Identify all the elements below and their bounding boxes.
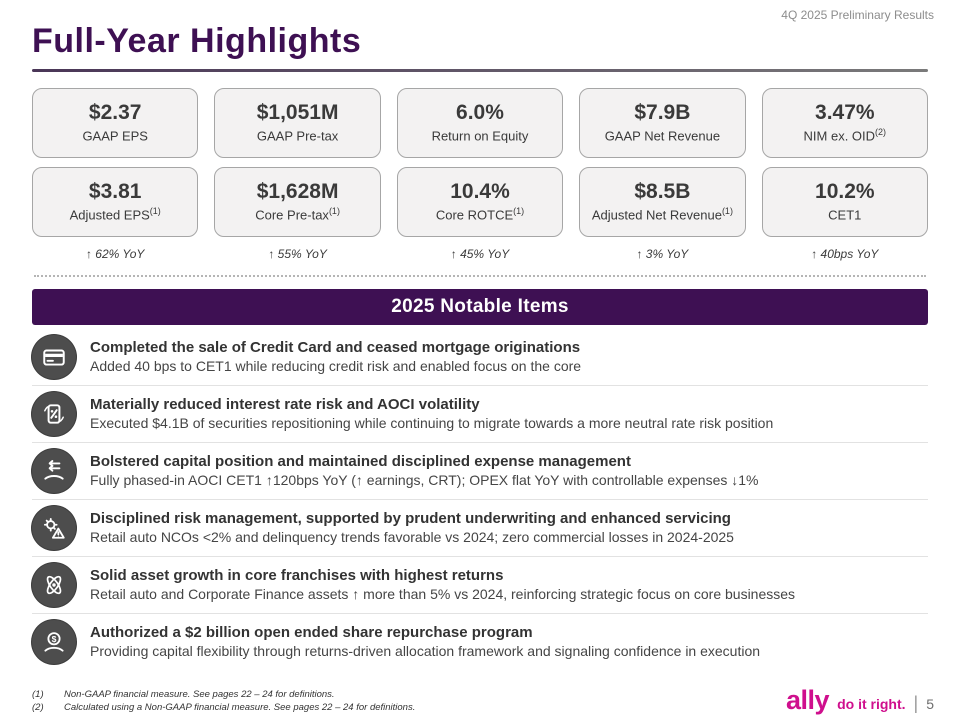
- metric-value: 10.2%: [815, 180, 875, 204]
- metric-value: $1,051M: [256, 101, 339, 125]
- footnote-ref: (1): [149, 206, 161, 217]
- metric-column-pretax: $1,051M GAAP Pre-tax $1,628M Core Pre-ta…: [214, 88, 381, 261]
- metric-value: 3.47%: [815, 101, 875, 125]
- yoy-change: ↑ 62% YoY: [85, 247, 145, 261]
- item-text: Bolstered capital position and maintaine…: [90, 453, 928, 490]
- deck-context-label: 4Q 2025 Preliminary Results: [781, 8, 934, 22]
- item-text: Completed the sale of Credit Card and ce…: [90, 339, 928, 376]
- list-item: Solid asset growth in core franchises wi…: [32, 557, 928, 614]
- item-text: Authorized a $2 billion open ended share…: [90, 624, 928, 661]
- metric-card-adjusted-net-revenue: $8.5B Adjusted Net Revenue(1): [579, 167, 746, 237]
- share-repurchase-icon: $: [32, 620, 76, 664]
- item-detail: Retail auto and Corporate Finance assets…: [90, 585, 796, 602]
- item-text: Disciplined risk management, supported b…: [90, 510, 928, 547]
- metric-label: Core ROTCE(1): [435, 206, 525, 223]
- ally-tagline: do it right.: [837, 696, 906, 712]
- metric-column-capital: 3.47% NIM ex. OID(2) 10.2% CET1 ↑ 40bps …: [761, 88, 928, 261]
- item-title: Disciplined risk management, supported b…: [90, 509, 731, 527]
- ally-logo: ally: [786, 685, 830, 715]
- metric-label: Adjusted EPS(1): [69, 206, 161, 223]
- credit-card-icon: [32, 335, 76, 379]
- metric-card-cet1: 10.2% CET1: [761, 167, 928, 237]
- item-title: Completed the sale of Credit Card and ce…: [90, 338, 581, 356]
- atom-icon: [32, 563, 76, 607]
- item-title: Solid asset growth in core franchises wi…: [90, 566, 504, 584]
- metric-value: $7.9B: [634, 101, 691, 125]
- metric-label: Core Pre-tax(1): [255, 206, 340, 223]
- footnote-ref: (2): [875, 127, 887, 138]
- metric-value: 10.4%: [450, 180, 510, 204]
- item-detail: Providing capital flexibility through re…: [90, 642, 761, 659]
- metric-value: $3.81: [88, 180, 142, 204]
- metric-card-adjusted-eps: $3.81 Adjusted EPS(1): [32, 167, 199, 237]
- item-detail: Executed $4.1B of securities repositioni…: [90, 414, 774, 431]
- item-text: Solid asset growth in core franchises wi…: [90, 567, 928, 604]
- yoy-change: ↑ 40bps YoY: [811, 247, 879, 261]
- footnote-ref: (1): [328, 206, 340, 217]
- metric-label: GAAP EPS: [82, 128, 148, 144]
- notable-items-banner: 2025 Notable Items: [32, 289, 928, 325]
- metric-card-return-on-equity: 6.0% Return on Equity: [396, 88, 564, 158]
- metric-card-gaap-pretax: $1,051M GAAP Pre-tax: [214, 88, 381, 158]
- footnote-2: (2) Calculated using a Non-GAAP financia…: [32, 702, 415, 715]
- metric-label: Return on Equity: [431, 128, 529, 144]
- yoy-change: ↑ 3% YoY: [636, 247, 689, 261]
- list-item: Disciplined risk management, supported b…: [32, 500, 928, 557]
- metric-card-core-pretax: $1,628M Core Pre-tax(1): [214, 167, 381, 237]
- footnote-marker: (1): [32, 689, 44, 701]
- dotted-divider: [34, 275, 926, 277]
- footnote-marker: (2): [32, 702, 44, 714]
- footnote-1: (1) Non-GAAP financial measure. See page…: [32, 689, 415, 702]
- metric-column-returns: 6.0% Return on Equity 10.4% Core ROTCE(1…: [396, 88, 564, 261]
- metric-column-eps: $2.37 GAAP EPS $3.81 Adjusted EPS(1) ↑ 6…: [32, 88, 199, 261]
- rate-volatility-icon: [32, 392, 76, 436]
- footer-divider: |: [913, 693, 919, 713]
- metric-card-gaap-eps: $2.37 GAAP EPS: [32, 88, 199, 158]
- item-text: Materially reduced interest rate risk an…: [90, 396, 928, 433]
- list-item: Materially reduced interest rate risk an…: [32, 386, 928, 443]
- metric-label: CET1: [828, 207, 862, 223]
- footer: ally do it right. | 5: [786, 687, 934, 714]
- list-item: Bolstered capital position and maintaine…: [32, 443, 928, 500]
- metric-label: Adjusted Net Revenue(1): [591, 206, 733, 223]
- footnote-ref: (1): [513, 206, 525, 217]
- metric-label: GAAP Pre-tax: [256, 128, 339, 144]
- metric-label: GAAP Net Revenue: [604, 128, 721, 144]
- item-detail: Retail auto NCOs <2% and delinquency tre…: [90, 528, 734, 545]
- footnote-text: Calculated using a Non-GAAP financial me…: [64, 702, 416, 714]
- page-number: 5: [926, 696, 934, 712]
- metric-value: $2.37: [88, 101, 142, 125]
- page-title: Full-Year Highlights: [32, 22, 362, 60]
- metric-card-core-rotce: 10.4% Core ROTCE(1): [396, 167, 564, 237]
- risk-management-icon: [32, 506, 76, 550]
- title-divider: [32, 69, 928, 72]
- footnote-text: Non-GAAP financial measure. See pages 22…: [64, 689, 335, 701]
- metric-card-nim-ex-oid: 3.47% NIM ex. OID(2): [761, 88, 928, 158]
- notable-items-list: Completed the sale of Credit Card and ce…: [32, 329, 928, 670]
- svg-text:$: $: [52, 634, 57, 644]
- yoy-change: ↑ 55% YoY: [268, 247, 327, 261]
- metrics-grid: $2.37 GAAP EPS $3.81 Adjusted EPS(1) ↑ 6…: [32, 88, 928, 261]
- item-title: Authorized a $2 billion open ended share…: [90, 623, 533, 641]
- metric-label: NIM ex. OID(2): [803, 127, 887, 144]
- item-detail: Added 40 bps to CET1 while reducing cred…: [90, 357, 582, 374]
- footnotes: (1) Non-GAAP financial measure. See page…: [32, 689, 415, 715]
- item-title: Bolstered capital position and maintaine…: [90, 452, 631, 470]
- expense-management-icon: [32, 449, 76, 493]
- footnote-ref: (1): [721, 206, 733, 217]
- metric-value: $8.5B: [634, 180, 691, 204]
- item-detail: Fully phased-in AOCI CET1 ↑120bps YoY (↑…: [90, 471, 759, 488]
- list-item: Completed the sale of Credit Card and ce…: [32, 329, 928, 386]
- yoy-change: ↑ 45% YoY: [450, 247, 510, 261]
- metric-card-gaap-net-revenue: $7.9B GAAP Net Revenue: [579, 88, 746, 158]
- metric-value: $1,628M: [256, 180, 339, 204]
- list-item: $ Authorized a $2 billion open ended sha…: [32, 614, 928, 670]
- metric-column-revenue: $7.9B GAAP Net Revenue $8.5B Adjusted Ne…: [579, 88, 746, 261]
- metric-value: 6.0%: [456, 101, 504, 125]
- item-title: Materially reduced interest rate risk an…: [90, 395, 480, 413]
